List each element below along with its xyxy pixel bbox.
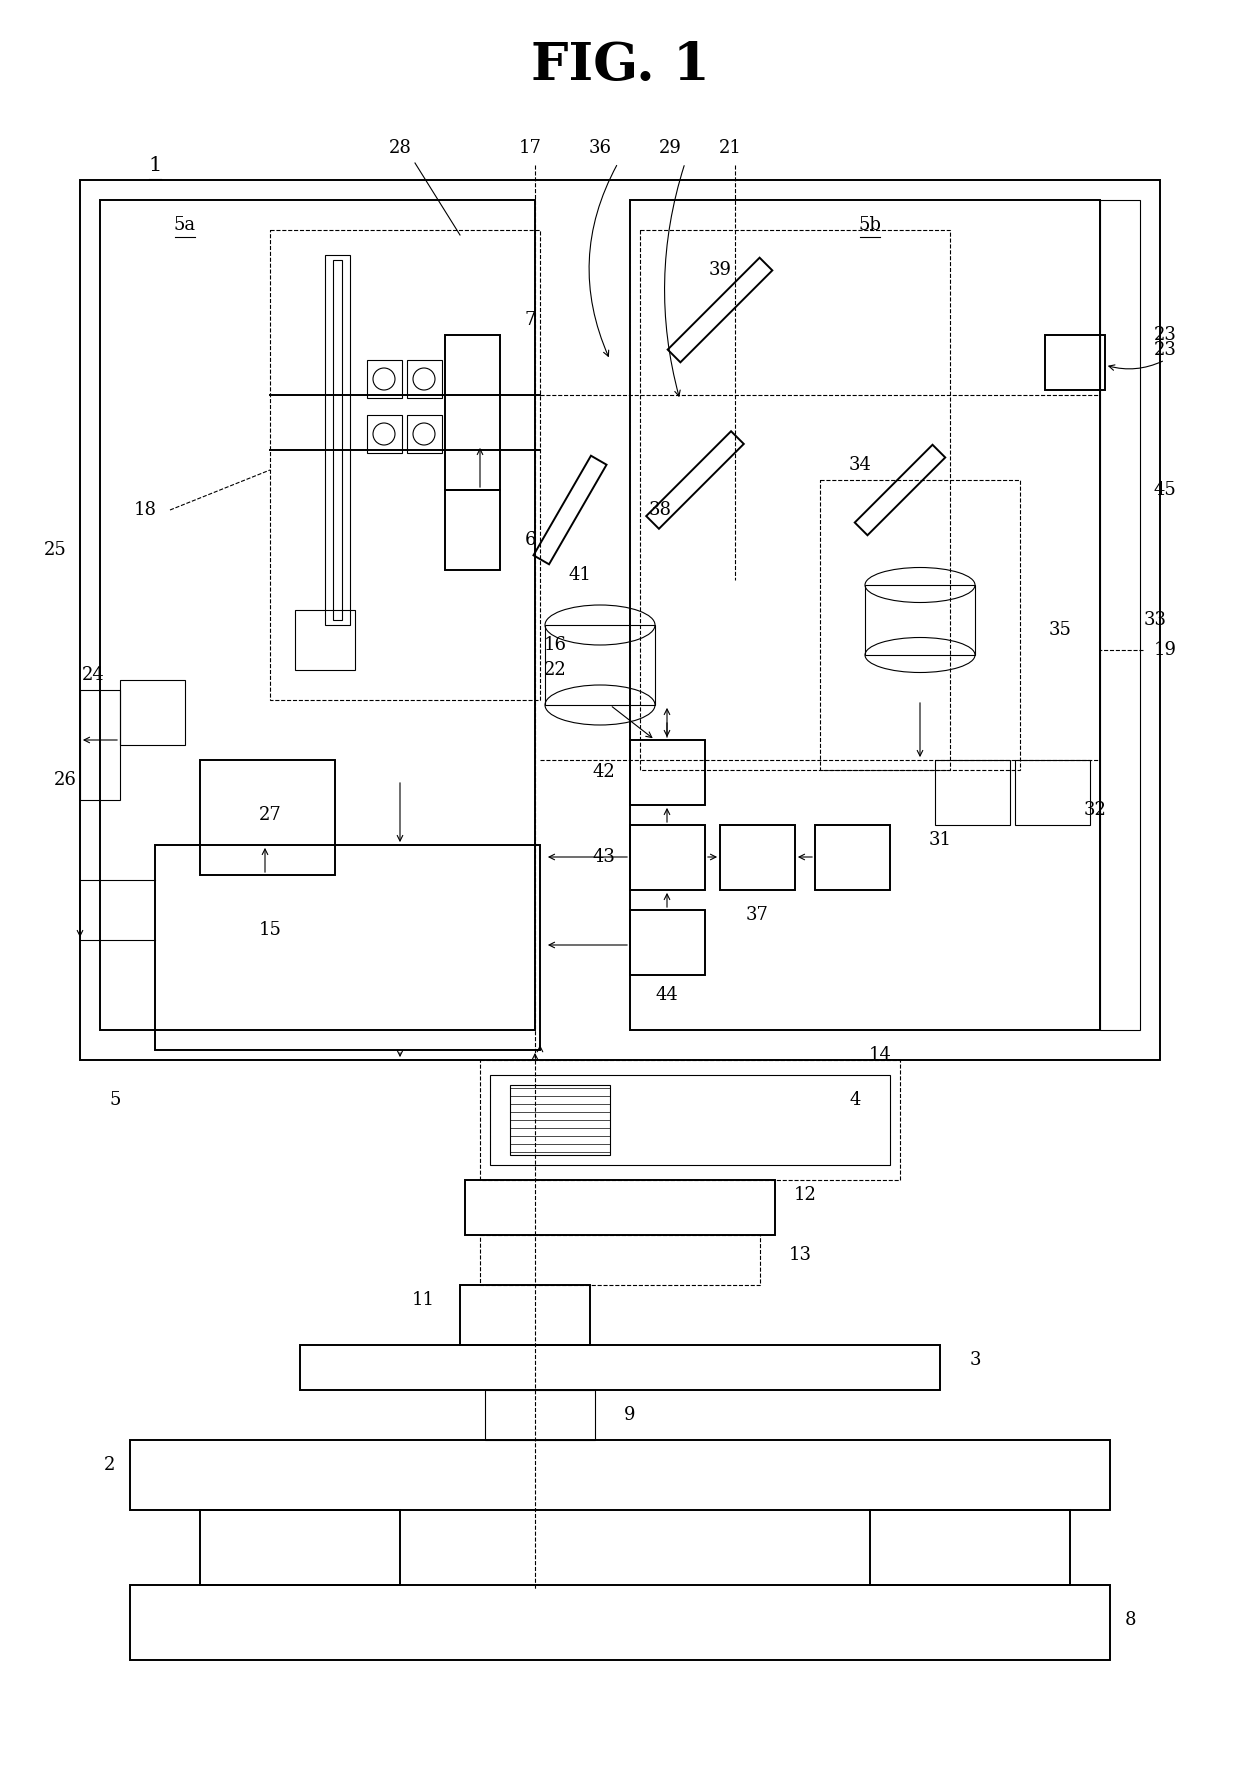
Text: 42: 42 xyxy=(593,763,615,781)
Bar xyxy=(630,201,1100,1030)
Text: 14: 14 xyxy=(868,1047,892,1064)
Text: 39: 39 xyxy=(708,262,732,280)
Text: 13: 13 xyxy=(789,1245,811,1263)
Text: 16: 16 xyxy=(543,636,567,654)
Bar xyxy=(720,824,795,891)
Text: 18: 18 xyxy=(134,502,156,520)
Bar xyxy=(1016,760,1090,824)
Text: 22: 22 xyxy=(543,661,567,679)
Bar xyxy=(485,1391,595,1441)
Bar xyxy=(465,1179,775,1235)
Text: 26: 26 xyxy=(53,771,77,788)
Text: 1: 1 xyxy=(149,156,161,174)
Bar xyxy=(367,416,402,453)
Bar xyxy=(295,609,355,670)
Bar xyxy=(81,690,120,799)
Text: 11: 11 xyxy=(412,1290,435,1308)
Bar xyxy=(200,760,335,874)
Text: 33: 33 xyxy=(1143,611,1167,629)
Text: 29: 29 xyxy=(658,140,682,158)
Bar xyxy=(100,201,534,1030)
Bar xyxy=(1045,335,1105,391)
Bar xyxy=(81,179,1159,1061)
Text: 41: 41 xyxy=(569,566,591,584)
Bar xyxy=(367,360,402,398)
Bar xyxy=(270,229,539,701)
Bar xyxy=(130,1584,1110,1659)
Bar xyxy=(935,760,1011,824)
Text: 45: 45 xyxy=(1153,480,1177,498)
Bar xyxy=(300,1346,940,1391)
Bar xyxy=(480,1061,900,1179)
Bar xyxy=(630,910,706,975)
Text: 15: 15 xyxy=(259,921,281,939)
Bar xyxy=(866,584,975,656)
Text: 37: 37 xyxy=(745,907,769,925)
Text: 5a: 5a xyxy=(174,217,196,235)
Text: 36: 36 xyxy=(589,140,611,158)
Bar xyxy=(130,1441,1110,1511)
Bar xyxy=(407,416,441,453)
Bar xyxy=(1100,201,1140,1030)
Text: 6: 6 xyxy=(525,530,536,548)
Text: 5b: 5b xyxy=(858,217,882,235)
Bar xyxy=(155,846,539,1050)
Text: 34: 34 xyxy=(848,455,872,475)
Text: FIG. 1: FIG. 1 xyxy=(531,39,709,91)
Bar xyxy=(120,679,185,745)
Text: 23: 23 xyxy=(1153,326,1177,344)
Bar xyxy=(630,824,706,891)
Text: 38: 38 xyxy=(649,502,672,520)
Bar xyxy=(510,1084,610,1156)
Text: 28: 28 xyxy=(388,140,412,158)
Text: 43: 43 xyxy=(593,848,615,866)
Text: 25: 25 xyxy=(43,541,67,559)
Text: 3: 3 xyxy=(970,1351,981,1369)
Text: 24: 24 xyxy=(82,667,105,685)
Bar xyxy=(630,740,706,805)
Text: 7: 7 xyxy=(525,312,536,330)
Bar xyxy=(200,1511,401,1584)
Bar xyxy=(325,254,350,625)
Text: 9: 9 xyxy=(624,1407,636,1425)
Bar xyxy=(870,1511,1070,1584)
Bar xyxy=(490,1075,890,1165)
Text: 35: 35 xyxy=(1049,622,1071,640)
Text: 31: 31 xyxy=(929,831,951,849)
Bar xyxy=(640,229,950,771)
Text: 21: 21 xyxy=(718,140,742,158)
Text: 32: 32 xyxy=(1084,801,1106,819)
Text: 4: 4 xyxy=(849,1091,861,1109)
Text: 44: 44 xyxy=(656,986,678,1004)
Bar xyxy=(815,824,890,891)
Text: 17: 17 xyxy=(518,140,542,158)
Text: 8: 8 xyxy=(1125,1611,1136,1629)
Text: 5: 5 xyxy=(109,1091,120,1109)
Text: 23: 23 xyxy=(1153,340,1177,358)
Text: 19: 19 xyxy=(1153,642,1177,659)
Bar xyxy=(445,335,500,489)
Text: 12: 12 xyxy=(794,1186,816,1204)
Bar xyxy=(820,480,1021,771)
Bar xyxy=(460,1285,590,1346)
Bar xyxy=(546,625,655,704)
Bar xyxy=(407,360,441,398)
Text: 2: 2 xyxy=(104,1455,115,1475)
Bar xyxy=(480,1235,760,1285)
Text: 27: 27 xyxy=(259,806,281,824)
Bar xyxy=(445,489,500,570)
Bar xyxy=(334,260,342,620)
